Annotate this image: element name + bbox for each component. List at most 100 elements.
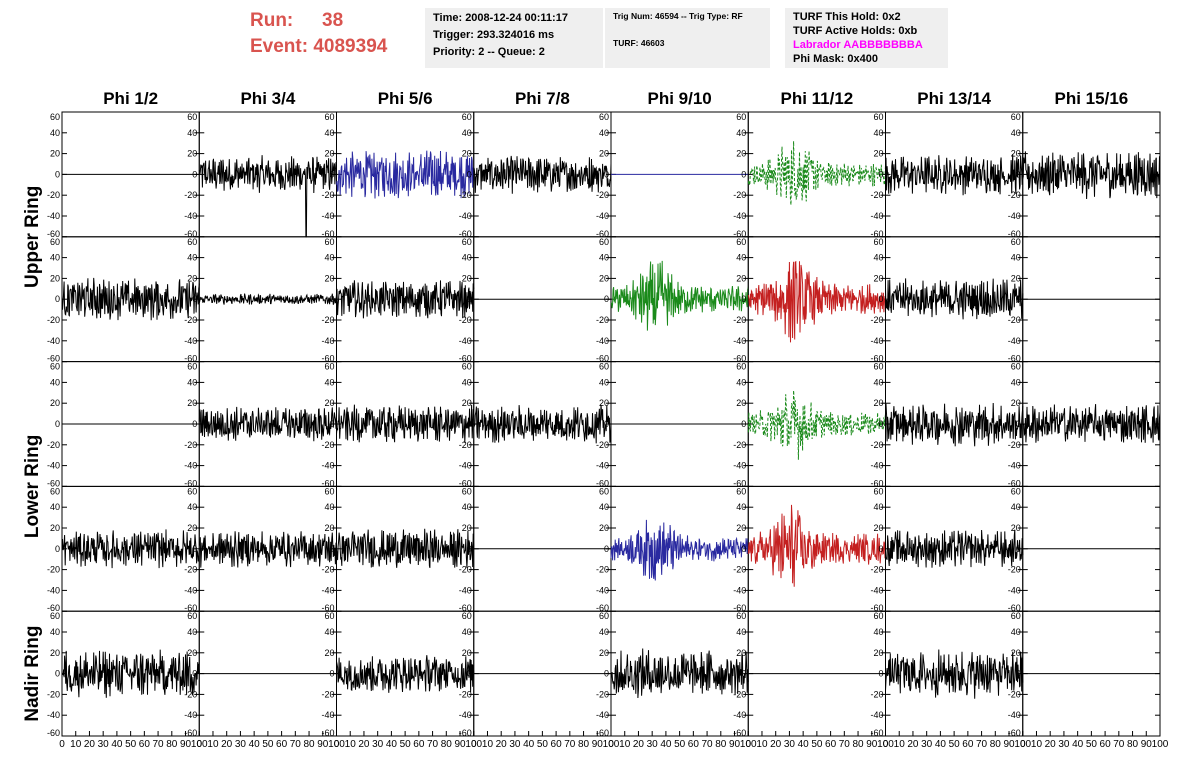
x-tick-label: 10 (482, 739, 494, 750)
x-tick-label: 0 (59, 739, 65, 750)
x-tick-label: 30 (509, 739, 521, 750)
x-tick-label: 100 (465, 739, 482, 750)
y-tick-label: -60 (596, 354, 609, 364)
y-tick-label: 20 (187, 273, 197, 283)
x-tick-label: 30 (98, 739, 110, 750)
y-tick-label: 20 (599, 648, 609, 658)
y-tick-label: 20 (599, 398, 609, 408)
x-tick-label: 40 (1072, 739, 1084, 750)
y-tick-label: 0 (55, 294, 60, 304)
y-tick-label: 40 (187, 502, 197, 512)
y-tick-label: 20 (324, 523, 334, 533)
y-tick-label: -40 (1008, 710, 1021, 720)
y-tick-label: 60 (736, 486, 746, 496)
y-tick-label: -40 (321, 710, 334, 720)
y-tick-label: -40 (321, 211, 334, 221)
x-tick-label: 80 (715, 739, 727, 750)
y-tick-label: 60 (599, 486, 609, 496)
y-tick-label: 40 (50, 377, 60, 387)
y-tick-label: 60 (873, 486, 883, 496)
y-tick-label: 20 (324, 648, 334, 658)
y-tick-label: 60 (736, 112, 746, 122)
run-event-box: Run: 38 Event: 4089394 (250, 8, 420, 68)
y-tick-label: -20 (47, 315, 60, 325)
y-tick-label: -20 (321, 689, 334, 699)
y-tick-label: -40 (459, 710, 472, 720)
x-tick-label: 20 (1045, 739, 1057, 750)
y-tick-label: 20 (50, 648, 60, 658)
y-tick-label: 60 (50, 362, 60, 372)
x-tick-label: 80 (166, 739, 178, 750)
y-tick-label: -60 (733, 728, 746, 738)
y-tick-label: 40 (324, 128, 334, 138)
y-tick-label: 20 (187, 398, 197, 408)
y-tick-label: -40 (459, 211, 472, 221)
x-tick-label: 40 (523, 739, 535, 750)
y-tick-label: 40 (1011, 377, 1021, 387)
y-tick-label: 40 (873, 253, 883, 263)
waveform-trace (198, 155, 337, 238)
y-tick-label: 60 (462, 112, 472, 122)
x-tick-label: 60 (688, 739, 700, 750)
y-tick-label: -20 (47, 565, 60, 575)
y-tick-label: 0 (604, 294, 609, 304)
y-tick-label: -20 (184, 190, 197, 200)
y-tick-label: 20 (1011, 523, 1021, 533)
x-tick-label: 20 (84, 739, 96, 750)
y-tick-label: -20 (596, 689, 609, 699)
waveform-trace (610, 519, 749, 581)
waveform-trace (61, 649, 200, 698)
y-tick-label: -20 (733, 689, 746, 699)
x-tick-label: 100 (740, 739, 757, 750)
y-tick-label: 60 (1011, 237, 1021, 247)
y-tick-label: -40 (870, 585, 883, 595)
y-tick-label: -20 (184, 315, 197, 325)
waveform-trace (336, 404, 475, 443)
y-tick-label: 40 (50, 253, 60, 263)
x-tick-label: 30 (372, 739, 384, 750)
priority-queue-text: Priority: 2 -- Queue: 2 (433, 46, 545, 58)
y-tick-label: -20 (596, 315, 609, 325)
y-tick-label: 20 (50, 273, 60, 283)
waveform-trace (885, 529, 1024, 568)
y-tick-label: -60 (184, 354, 197, 364)
x-tick-label: 10 (619, 739, 631, 750)
column-header: Phi 5/6 (378, 89, 433, 108)
x-tick-label: 40 (798, 739, 810, 750)
y-tick-label: -60 (870, 603, 883, 613)
y-tick-label: -20 (459, 689, 472, 699)
y-tick-label: -40 (47, 585, 60, 595)
y-tick-label: -20 (870, 190, 883, 200)
y-tick-label: -20 (1008, 190, 1021, 200)
y-tick-label: 20 (50, 398, 60, 408)
x-tick-label: 0 (608, 739, 614, 750)
waveform-trace (473, 404, 612, 444)
y-tick-label: 20 (1011, 398, 1021, 408)
y-tick-label: -60 (47, 229, 60, 239)
y-tick-label: 40 (599, 502, 609, 512)
column-header: Phi 9/10 (647, 89, 711, 108)
y-tick-label: -60 (184, 229, 197, 239)
x-tick-label: 70 (839, 739, 851, 750)
y-tick-label: -40 (47, 336, 60, 346)
event-label: Event: (250, 36, 309, 57)
column-header: Phi 11/12 (780, 89, 853, 108)
y-tick-label: -60 (321, 229, 334, 239)
waveform-trace (61, 277, 200, 321)
y-tick-label: 20 (1011, 149, 1021, 159)
turf-text: TURF: 46603 (613, 38, 665, 48)
y-tick-label: 60 (873, 112, 883, 122)
y-tick-label: -20 (870, 315, 883, 325)
y-tick-label: 20 (187, 648, 197, 658)
y-tick-label: 60 (50, 237, 60, 247)
x-tick-label: 60 (276, 739, 288, 750)
y-tick-label: -40 (596, 585, 609, 595)
y-tick-label: -40 (733, 211, 746, 221)
x-tick-label: 60 (1100, 739, 1112, 750)
x-tick-label: 90 (454, 739, 466, 750)
y-tick-label: -40 (596, 336, 609, 346)
waveform-trace (885, 649, 1024, 699)
x-tick-label: 0 (334, 739, 340, 750)
y-tick-label: -60 (596, 478, 609, 488)
y-tick-label: -60 (47, 354, 60, 364)
